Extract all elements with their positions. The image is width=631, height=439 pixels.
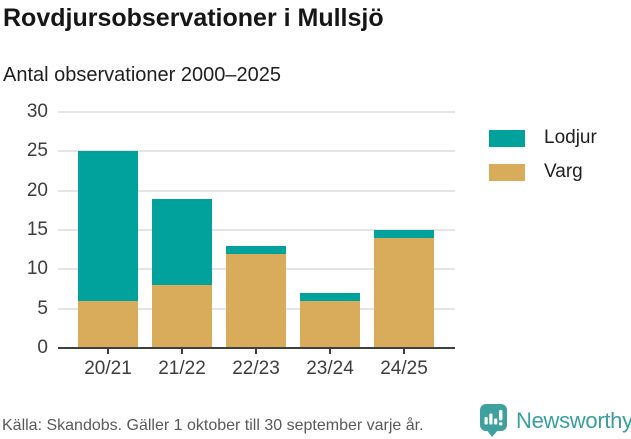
gridline-15 bbox=[58, 229, 455, 231]
legend-item-lodjur: Lodjur bbox=[489, 127, 597, 149]
chart-title: Rovdjursobservationer i Mullsjö bbox=[3, 4, 384, 32]
varg-color-swatch bbox=[489, 163, 525, 181]
gridline-20 bbox=[58, 189, 455, 192]
x-axis-label: 22/23 bbox=[232, 358, 280, 379]
x-axis-tick bbox=[107, 348, 109, 354]
bar-segment-lodjur bbox=[152, 198, 212, 286]
y-axis-label: 0 bbox=[37, 337, 48, 358]
x-axis-tick bbox=[329, 348, 331, 354]
bar-segment-varg bbox=[374, 237, 434, 348]
source-note: Källa: Skandobs. Gäller 1 oktober till 3… bbox=[2, 417, 424, 434]
x-axis-label: 21/22 bbox=[158, 358, 206, 379]
bar-segment-lodjur bbox=[226, 245, 286, 254]
bar-segment-varg bbox=[78, 300, 138, 348]
bar-chart-speech-bubble-icon bbox=[480, 404, 507, 437]
chart-subtitle: Antal observationer 2000–2025 bbox=[3, 64, 281, 86]
x-axis-label: 24/25 bbox=[380, 358, 428, 379]
bar-segment-varg bbox=[152, 285, 212, 348]
x-axis-tick bbox=[255, 348, 257, 354]
y-axis-label: 30 bbox=[26, 101, 48, 122]
x-axis-label: 20/21 bbox=[84, 358, 132, 379]
bar-segment-lodjur bbox=[374, 230, 434, 238]
legend-item-varg: Varg bbox=[489, 161, 597, 183]
newsworthy-logo-text: Newsworthy bbox=[516, 407, 631, 433]
legend-label-lodjur: Lodjur bbox=[544, 127, 597, 148]
plot-area: 0 5 10 15 20 25 30 20/21 21/22 22/23 23/24 24/25 bbox=[27, 101, 455, 379]
y-axis-label: 15 bbox=[26, 219, 48, 240]
legend-label-varg: Varg bbox=[544, 161, 583, 182]
x-axis-tick bbox=[181, 348, 183, 354]
lodjur-color-swatch bbox=[489, 129, 525, 147]
newsworthy-logo: Newsworthy bbox=[479, 403, 631, 438]
bar-segment-lodjur bbox=[300, 292, 360, 301]
x-axis-tick bbox=[403, 348, 405, 354]
y-axis-label: 25 bbox=[26, 140, 48, 162]
y-axis-label: 5 bbox=[37, 297, 48, 319]
y-axis-label: 20 bbox=[26, 179, 48, 201]
gridline-25 bbox=[58, 150, 455, 153]
x-axis-line bbox=[58, 347, 455, 349]
gridline-30 bbox=[58, 111, 455, 113]
legend: Lodjur Varg bbox=[489, 127, 597, 195]
bar-segment-varg bbox=[300, 300, 360, 348]
bar-segment-lodjur bbox=[78, 151, 138, 301]
x-axis-label: 23/24 bbox=[306, 358, 354, 379]
y-axis-label: 10 bbox=[26, 258, 48, 280]
bar-segment-varg bbox=[226, 253, 286, 348]
